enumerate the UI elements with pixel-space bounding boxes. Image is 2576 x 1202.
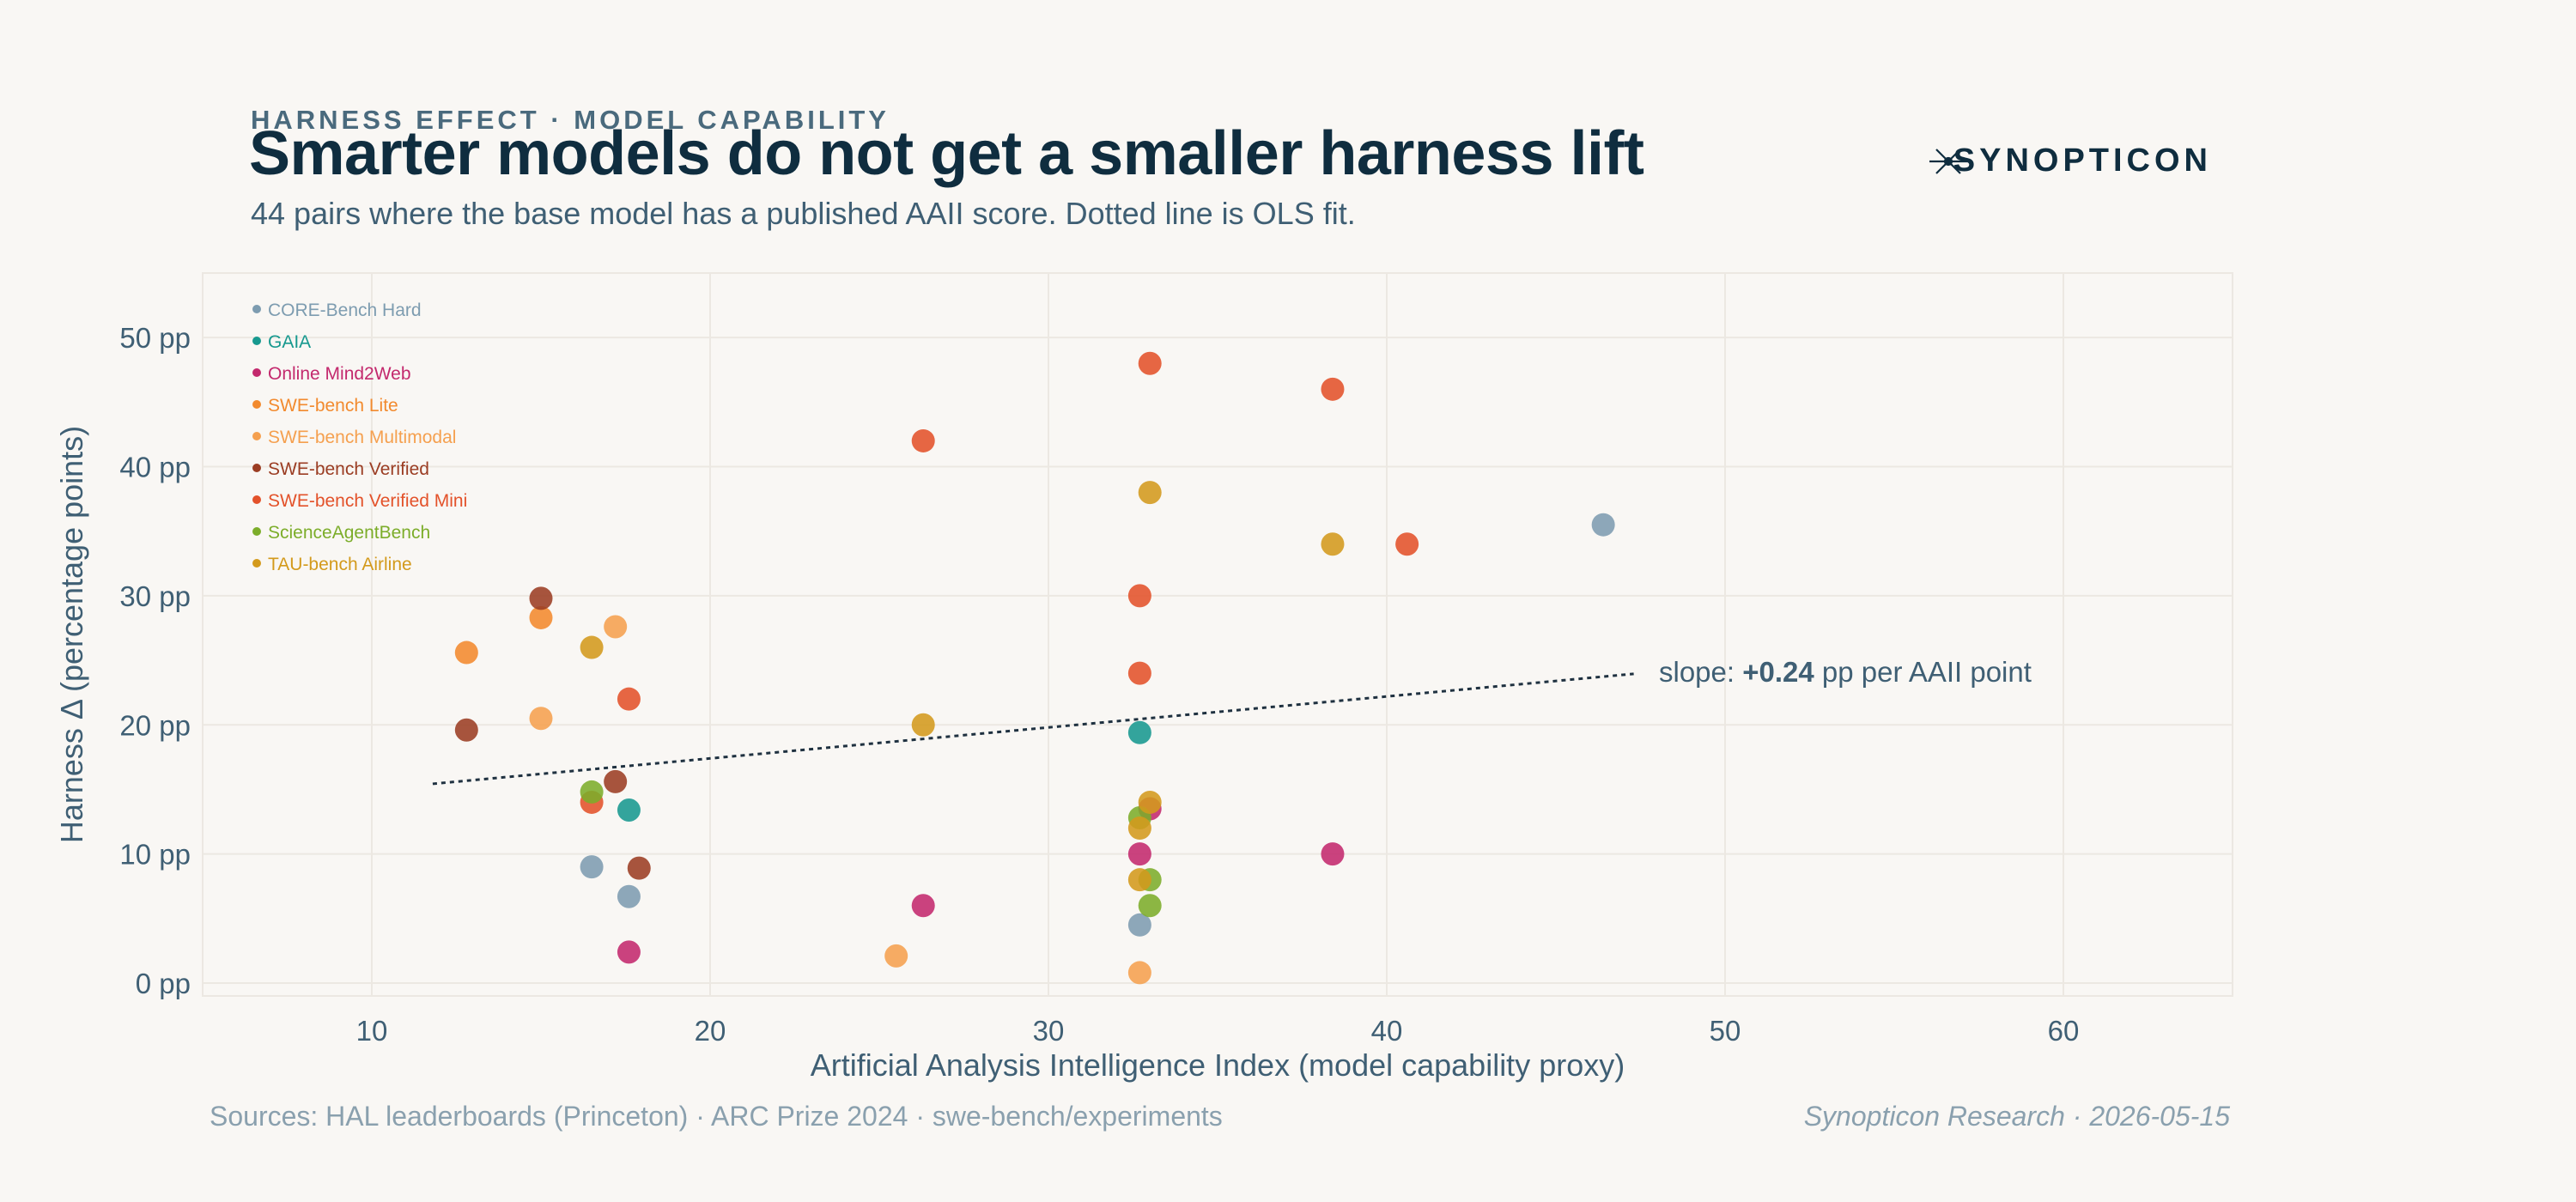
point-online-mind2web — [617, 940, 641, 964]
x-tick-label: 40 — [1371, 1015, 1403, 1047]
point-swe-bench-verified — [454, 718, 478, 742]
legend-marker — [252, 305, 261, 313]
brand-name: SYNOPTICON — [1953, 143, 2212, 179]
point-core-bench-hard — [1127, 913, 1151, 937]
legend-label: GAIA — [268, 332, 311, 352]
point-swe-bench-lite — [454, 640, 478, 665]
point-swe-bench-verified — [529, 586, 553, 610]
point-tau-bench-airline — [1321, 532, 1345, 556]
chart-legend: CORE-Bench Hard GAIA Online Mind2Web SWE-be… — [252, 300, 467, 574]
point-core-bench-hard — [1591, 513, 1615, 537]
legend-marker — [252, 368, 261, 377]
legend-marker — [252, 337, 261, 345]
chart-axes: 10 20 30 40 50 60 0 pp 10 pp 20 pp 30 pp 40 pp 50 p… — [119, 322, 2079, 1047]
point-swe-bench-verified-mini — [1127, 584, 1151, 608]
point-swe-bench-verified — [604, 769, 628, 793]
y-tick-label: 50 pp — [119, 322, 191, 354]
y-tick-label: 20 pp — [119, 709, 191, 741]
point-swe-bench-verified-mini — [911, 428, 935, 452]
legend-marker — [252, 527, 261, 536]
chart-headline: Smarter models do not get a smaller harn… — [249, 119, 1644, 188]
footer-credit: Synopticon Research · 2026-05-15 — [1803, 1101, 2230, 1132]
y-tick-label: 0 pp — [136, 968, 191, 999]
point-gaia — [1127, 720, 1151, 744]
legend-label: Online Mind2Web — [268, 364, 411, 384]
point-scienceagentbench — [1138, 894, 1162, 918]
y-tick-label: 10 pp — [119, 839, 191, 871]
x-tick-label: 10 — [356, 1015, 388, 1047]
legend-label: TAU-bench Airline — [268, 555, 412, 574]
x-axis-label: Artificial Analysis Intelligence Index (… — [811, 1047, 1625, 1083]
chart-kicker: HARNESS EFFECT · MODEL CAPABILITY — [251, 105, 890, 135]
data-points — [454, 351, 1615, 985]
y-tick-label: 40 pp — [119, 452, 191, 483]
legend-marker — [252, 400, 261, 409]
legend-marker — [252, 432, 261, 440]
point-core-bench-hard — [617, 884, 641, 908]
point-scienceagentbench — [580, 780, 604, 804]
point-swe-bench-multimodal — [884, 944, 908, 968]
x-tick-label: 50 — [1710, 1015, 1741, 1047]
y-axis-label: Harness Δ (percentage points) — [54, 426, 89, 843]
point-swe-bench-multimodal — [1127, 961, 1151, 985]
brand-logo: SYNOPTICON — [1928, 143, 2212, 179]
point-swe-bench-verified-mini — [1395, 532, 1419, 556]
legend-label: SWE-bench Verified Mini — [268, 491, 467, 511]
point-gaia — [617, 798, 641, 822]
point-tau-bench-airline — [1127, 817, 1151, 841]
legend-label: CORE-Bench Hard — [268, 300, 422, 320]
fit-line-group — [432, 672, 1634, 786]
chart-grid — [202, 272, 2233, 997]
x-tick-label: 60 — [2048, 1015, 2080, 1047]
point-tau-bench-airline — [1127, 868, 1151, 892]
legend-marker — [252, 559, 261, 568]
legend-label: SWE-bench Lite — [268, 396, 398, 416]
ols-fit-line — [432, 672, 1634, 786]
y-tick-label: 30 pp — [119, 580, 191, 612]
plot-frame — [202, 272, 2233, 997]
point-swe-bench-verified — [627, 856, 651, 880]
footer-sources: Sources: HAL leaderboards (Princeton) · … — [210, 1101, 1223, 1132]
point-tau-bench-airline — [1138, 790, 1162, 814]
point-core-bench-hard — [580, 855, 604, 879]
x-tick-label: 20 — [695, 1015, 726, 1047]
point-online-mind2web — [911, 894, 935, 918]
point-tau-bench-airline — [580, 635, 604, 659]
point-swe-bench-verified-mini — [1138, 351, 1162, 375]
point-swe-bench-multimodal — [604, 615, 628, 639]
point-online-mind2web — [1127, 842, 1151, 866]
point-tau-bench-airline — [1138, 481, 1162, 505]
point-swe-bench-lite — [529, 605, 553, 629]
point-tau-bench-airline — [911, 713, 935, 737]
legend-label: SWE-bench Multimodal — [268, 428, 456, 447]
point-online-mind2web — [1321, 842, 1345, 866]
legend-marker — [252, 464, 261, 472]
point-swe-bench-verified-mini — [617, 687, 641, 711]
chart-subtitle: 44 pairs where the base model has a publ… — [251, 196, 1356, 231]
slope-annotation: slope: +0.24 pp per AAII point — [1659, 656, 2032, 688]
legend-label: ScienceAgentBench — [268, 523, 430, 543]
network-star-icon — [1929, 148, 1967, 174]
point-swe-bench-verified-mini — [1127, 661, 1151, 685]
x-tick-label: 30 — [1033, 1015, 1065, 1047]
legend-label: SWE-bench Verified — [268, 459, 429, 479]
legend-marker — [252, 495, 261, 504]
point-swe-bench-multimodal — [529, 707, 553, 731]
point-swe-bench-verified-mini — [1321, 377, 1345, 401]
